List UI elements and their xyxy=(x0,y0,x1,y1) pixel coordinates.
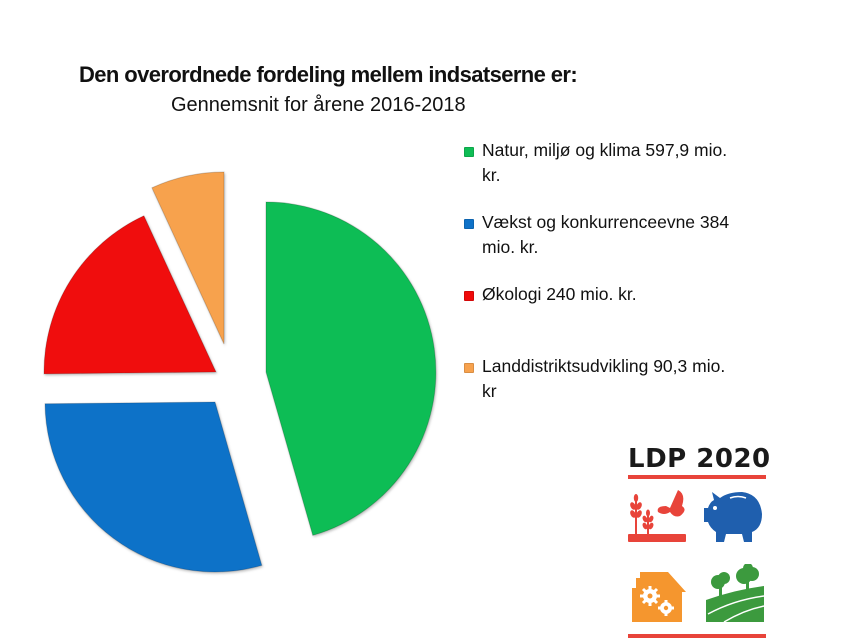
piggy-bank-icon xyxy=(704,492,762,542)
legend-item-okologi: Økologi 240 mio. kr. xyxy=(462,282,772,307)
legend-label: Vækst og konkurrenceevne 384 xyxy=(482,212,730,232)
house-gears-icon xyxy=(632,572,686,622)
legend-swatch-red xyxy=(464,291,474,301)
legend-item-natur: Natur, miljø og klima 597,9 mio. kr. xyxy=(462,138,772,188)
slice-okologi xyxy=(43,215,217,375)
legend-label: Natur, miljø og klima 597,9 mio. xyxy=(482,140,728,160)
legend-label-cont: kr xyxy=(482,381,497,401)
slice-landdistrikt xyxy=(151,171,225,345)
legend-swatch-green xyxy=(464,147,474,157)
chart-title: Den overordnede fordeling mellem indsats… xyxy=(79,62,578,87)
legend-label: Økologi 240 mio. kr. xyxy=(482,284,637,304)
slice-vaekst xyxy=(44,401,263,573)
logo-top-bar xyxy=(628,475,766,479)
legend-item-vaekst: Vækst og konkurrenceevne 384 mio. kr. xyxy=(462,210,772,260)
legend-swatch-blue xyxy=(464,219,474,229)
legend-label-cont: mio. kr. xyxy=(482,237,539,257)
legend-item-landdistrikt: Landdistriktsudvikling 90,3 mio. kr xyxy=(462,354,772,404)
legend-swatch-orange xyxy=(464,363,474,373)
ldp-2020-logo: LDP 2020 xyxy=(626,444,771,638)
logo-title: LDP 2020 xyxy=(628,444,771,474)
nature-icon xyxy=(628,490,686,542)
legend-label: Landdistriktsudvikling 90,3 mio. xyxy=(482,356,726,376)
slice-natur xyxy=(265,201,437,537)
legend-label-cont: kr. xyxy=(482,165,501,185)
logo-bottom-bar xyxy=(628,634,766,638)
landscape-trees-icon xyxy=(706,564,765,623)
chart-subtitle: Gennemsnit for årene 2016-2018 xyxy=(171,94,466,116)
